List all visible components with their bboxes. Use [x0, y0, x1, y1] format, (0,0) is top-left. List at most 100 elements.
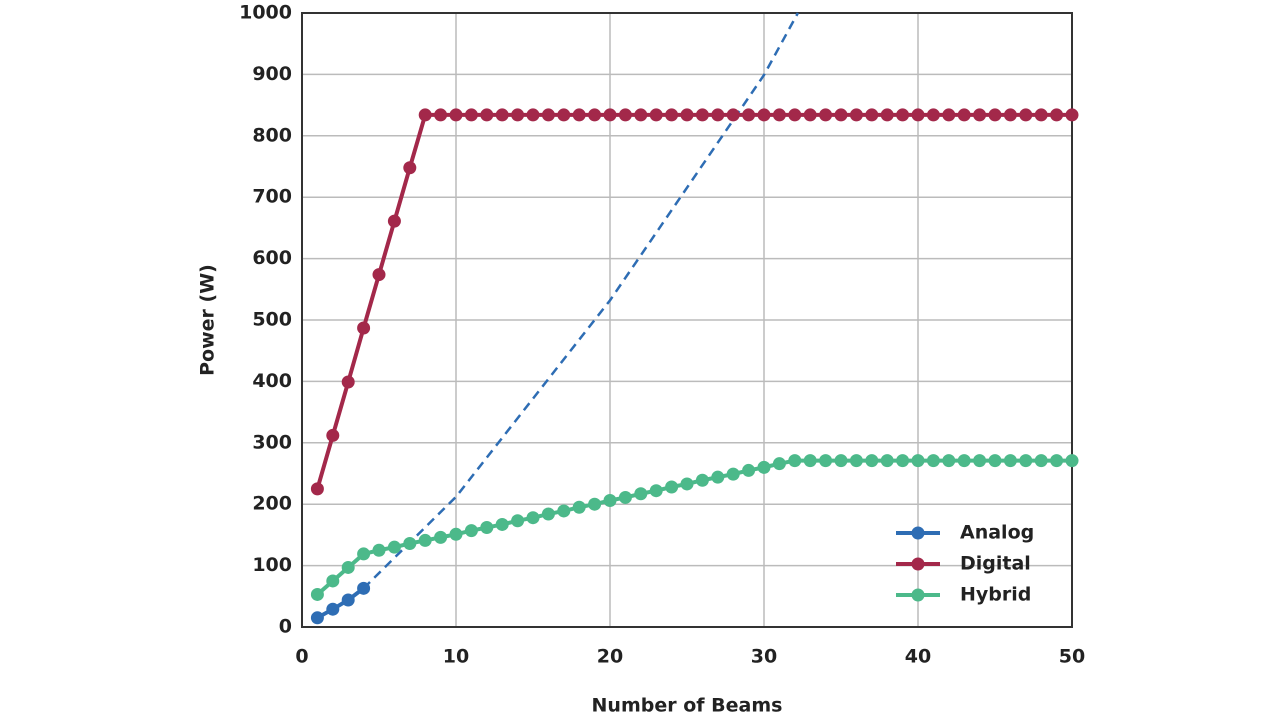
data-point — [1034, 108, 1048, 122]
data-point — [588, 108, 602, 122]
data-point — [418, 533, 432, 547]
data-point — [357, 581, 371, 595]
data-point — [1019, 454, 1033, 468]
data-point — [649, 484, 663, 498]
x-tick-label: 30 — [751, 646, 777, 668]
data-point — [511, 514, 525, 528]
data-point — [849, 108, 863, 122]
data-point — [788, 108, 802, 122]
data-point — [772, 457, 786, 471]
data-point — [911, 454, 925, 468]
legend-marker — [911, 588, 925, 602]
data-point — [618, 108, 632, 122]
data-point — [588, 497, 602, 511]
data-point — [495, 517, 509, 531]
data-point — [896, 454, 910, 468]
data-point — [634, 108, 648, 122]
data-point — [557, 108, 571, 122]
legend-marker — [911, 557, 925, 571]
data-point — [711, 108, 725, 122]
projection-line — [362, 12, 799, 590]
data-point — [603, 108, 617, 122]
data-point — [695, 473, 709, 487]
data-point — [726, 467, 740, 481]
data-point — [541, 108, 555, 122]
data-point — [464, 108, 478, 122]
data-point — [603, 494, 617, 508]
data-point — [341, 593, 355, 607]
data-point — [326, 574, 340, 588]
data-point — [680, 108, 694, 122]
data-point — [942, 108, 956, 122]
data-point — [1003, 454, 1017, 468]
data-point — [1050, 454, 1064, 468]
data-point — [973, 454, 987, 468]
data-point — [942, 454, 956, 468]
data-point — [449, 527, 463, 541]
data-point — [957, 454, 971, 468]
data-point — [1019, 108, 1033, 122]
data-point — [326, 428, 340, 442]
data-point — [880, 108, 894, 122]
data-point — [803, 108, 817, 122]
data-point — [711, 470, 725, 484]
y-tick-label: 0 — [279, 616, 292, 638]
data-point — [387, 540, 401, 554]
x-axis-label: Number of Beams — [592, 695, 783, 717]
data-point — [865, 454, 879, 468]
data-point — [634, 487, 648, 501]
series-line — [316, 586, 365, 620]
data-point — [464, 524, 478, 538]
data-point — [834, 454, 848, 468]
data-point — [1003, 108, 1017, 122]
data-point — [757, 108, 771, 122]
data-point — [926, 108, 940, 122]
data-point — [341, 375, 355, 389]
data-point — [988, 454, 1002, 468]
data-point — [434, 530, 448, 544]
data-point — [665, 108, 679, 122]
data-point — [310, 482, 324, 496]
data-point — [803, 454, 817, 468]
data-point — [480, 108, 494, 122]
data-point — [387, 214, 401, 228]
data-point — [572, 108, 586, 122]
data-point — [526, 511, 540, 525]
data-point — [926, 454, 940, 468]
data-point — [310, 587, 324, 601]
data-point — [526, 108, 540, 122]
data-point — [849, 454, 863, 468]
y-tick-label: 400 — [252, 370, 292, 392]
y-tick-label: 100 — [252, 554, 292, 576]
data-point — [434, 108, 448, 122]
data-point — [649, 108, 663, 122]
data-point — [880, 454, 894, 468]
data-point — [372, 268, 386, 282]
plot-frame — [301, 12, 1073, 628]
y-axis-label: Power (W) — [197, 264, 219, 376]
data-point — [973, 108, 987, 122]
data-point — [819, 108, 833, 122]
data-point — [695, 108, 709, 122]
data-point — [449, 108, 463, 122]
y-tick-label: 600 — [252, 247, 292, 269]
data-point — [834, 108, 848, 122]
data-point — [1050, 108, 1064, 122]
data-point — [357, 321, 371, 335]
data-point — [957, 108, 971, 122]
data-point — [911, 108, 925, 122]
data-point — [1065, 108, 1079, 122]
y-tick-label: 300 — [252, 431, 292, 453]
x-tick-label: 50 — [1059, 646, 1085, 668]
legend-label: Digital — [960, 553, 1031, 575]
data-point — [480, 521, 494, 535]
legend-label: Analog — [960, 522, 1034, 544]
y-tick-label: 500 — [252, 309, 292, 331]
data-point — [511, 108, 525, 122]
x-tick-label: 10 — [443, 646, 469, 668]
data-point — [495, 108, 509, 122]
data-point — [772, 108, 786, 122]
data-point — [757, 460, 771, 474]
data-point — [557, 504, 571, 518]
